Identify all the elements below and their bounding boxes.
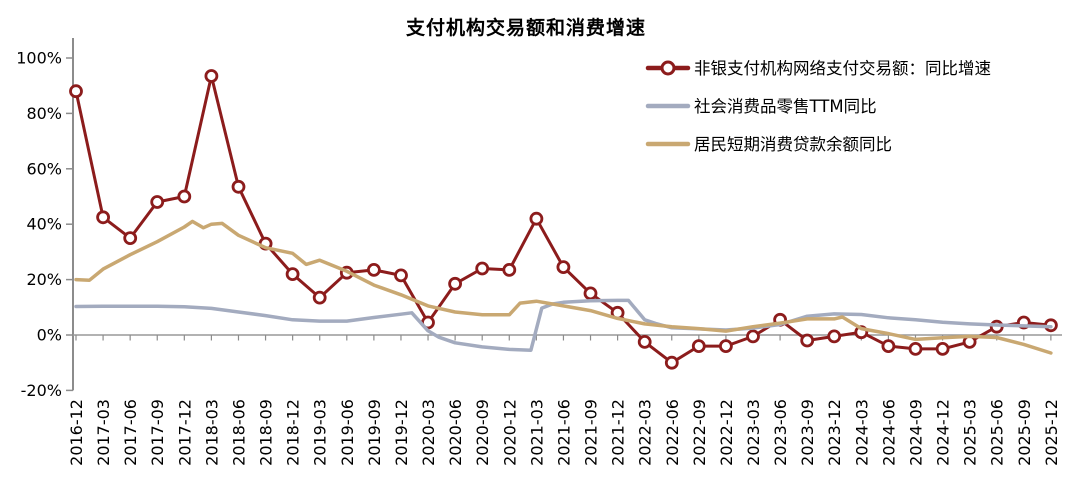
series-marker: [285, 267, 300, 282]
y-tick-label: -20%: [21, 381, 62, 400]
y-tick-label: 60%: [26, 159, 62, 178]
y-tick-label: 0%: [37, 326, 62, 345]
x-tick-label: 2020-03: [419, 399, 438, 466]
x-tick-label: 2018-12: [284, 399, 303, 466]
x-tick-label: 2021-12: [609, 399, 628, 466]
series-line-1: [74, 298, 1053, 352]
series-line-2: [74, 219, 1053, 355]
series-marker: [691, 339, 706, 354]
series-marker: [475, 261, 490, 276]
x-tick-label: 2024-06: [879, 399, 898, 466]
y-tick-label: 40%: [26, 215, 62, 234]
series-marker: [502, 262, 517, 277]
legend-marker-0: [660, 60, 676, 76]
x-tick-label: 2018-03: [202, 399, 221, 466]
x-tick-label: 2023-06: [771, 399, 790, 466]
series-marker: [123, 231, 138, 246]
x-tick-label: 2025-09: [1015, 399, 1034, 466]
x-tick-label: 2022-03: [636, 399, 655, 466]
x-tick-label: 2024-09: [906, 399, 925, 466]
series-marker: [935, 341, 950, 356]
x-tick-label: 2017-03: [94, 399, 113, 466]
series-marker: [366, 262, 381, 277]
series-marker: [529, 211, 544, 226]
series-marker: [908, 341, 923, 356]
x-tick-label: 2017-09: [148, 399, 167, 466]
x-tick-label: 2023-12: [825, 399, 844, 466]
x-tick-label: 2016-12: [67, 399, 86, 466]
series-marker: [827, 329, 842, 344]
legend-label-0: 非银支付机构网络支付交易额：同比增速: [694, 59, 991, 78]
x-tick-label: 2019-09: [365, 399, 384, 466]
series-marker: [664, 355, 679, 370]
x-tick-label: 2022-09: [690, 399, 709, 466]
x-tick-label: 2022-12: [717, 399, 736, 466]
x-tick-label: 2022-06: [663, 399, 682, 466]
series-marker: [746, 329, 760, 344]
series-marker: [150, 195, 165, 209]
series-marker: [312, 290, 327, 305]
x-tick-label: 2020-09: [473, 399, 492, 466]
series-marker: [96, 210, 110, 225]
series-marker: [204, 69, 219, 83]
series-marker: [881, 339, 896, 354]
x-tick-label: 2019-06: [338, 399, 357, 466]
x-tick-label: 2021-03: [527, 399, 546, 466]
legend-label-2: 居民短期消费贷款余额同比: [694, 135, 892, 154]
y-tick-label: 20%: [26, 270, 62, 289]
x-tick-label: 2019-03: [311, 399, 330, 466]
y-tick-label: 80%: [26, 104, 62, 123]
x-tick-label: 2025-06: [988, 399, 1007, 466]
x-tick-label: 2021-09: [582, 399, 601, 466]
series-marker: [177, 189, 192, 204]
series-marker: [556, 260, 571, 275]
series-marker: [583, 286, 598, 301]
x-tick-label: 2021-06: [554, 399, 573, 466]
x-tick-label: 2018-09: [257, 399, 276, 466]
series-marker: [448, 276, 463, 291]
x-tick-label: 2017-06: [121, 399, 140, 466]
series-marker: [69, 84, 83, 99]
series-marker: [394, 268, 408, 283]
chart-title: 支付机构交易额和消费增速: [405, 17, 646, 39]
y-tick-label: 100%: [16, 49, 62, 68]
series-marker: [637, 334, 652, 349]
x-tick-label: 2017-12: [175, 399, 194, 466]
x-tick-label: 2024-12: [934, 399, 953, 466]
legend-label-1: 社会消费品零售TTM同比: [694, 97, 877, 116]
x-tick-label: 2020-06: [446, 399, 465, 466]
x-tick-label: 2025-12: [1042, 399, 1061, 466]
series-marker: [719, 339, 733, 354]
x-tick-label: 2023-03: [744, 399, 763, 466]
x-tick-label: 2020-12: [500, 399, 519, 466]
x-tick-label: 2023-09: [798, 399, 817, 466]
x-tick-label: 2024-03: [852, 399, 871, 466]
series-marker: [800, 333, 815, 348]
x-tick-label: 2019-12: [392, 399, 411, 466]
x-tick-label: 2025-03: [961, 399, 980, 466]
series-marker: [231, 179, 246, 194]
x-tick-label: 2018-06: [229, 399, 248, 466]
